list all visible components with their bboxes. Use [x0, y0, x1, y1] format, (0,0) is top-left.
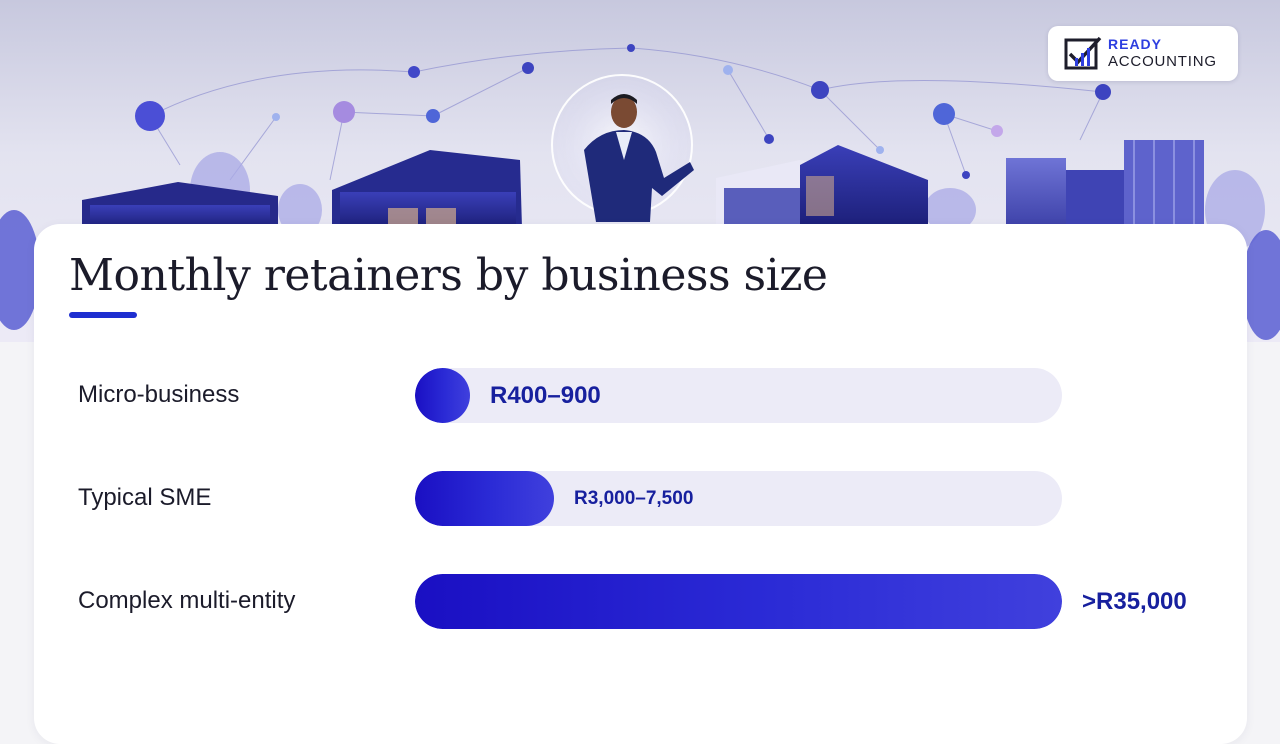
- bar: [415, 574, 1062, 629]
- bar-label: Typical SME: [78, 484, 212, 511]
- ready-accounting-logo: READY ACCOUNTING: [1048, 26, 1238, 81]
- bar: [415, 471, 554, 526]
- bar-track: [415, 471, 1062, 526]
- title-underline: [69, 312, 137, 318]
- presenter-figure: [584, 94, 694, 222]
- bar-track: [415, 368, 1062, 423]
- bar-track: [415, 574, 1062, 629]
- bar: [415, 368, 470, 423]
- bar-value-label: R400–900: [490, 382, 601, 409]
- bar-label: Micro-business: [78, 381, 240, 408]
- bar-label: Complex multi-entity: [78, 587, 296, 614]
- logo-wordmark-ready: READY: [1108, 36, 1163, 52]
- ready-accounting-logo-icon: [1064, 36, 1102, 70]
- bar-value-label: >R35,000: [1082, 588, 1187, 615]
- city-network-illustration: [0, 44, 1280, 340]
- page-title: Monthly retainers by business size: [69, 250, 828, 301]
- logo-wordmark-accounting: ACCOUNTING: [1108, 53, 1217, 70]
- bar-value-label: R3,000–7,500: [574, 488, 694, 509]
